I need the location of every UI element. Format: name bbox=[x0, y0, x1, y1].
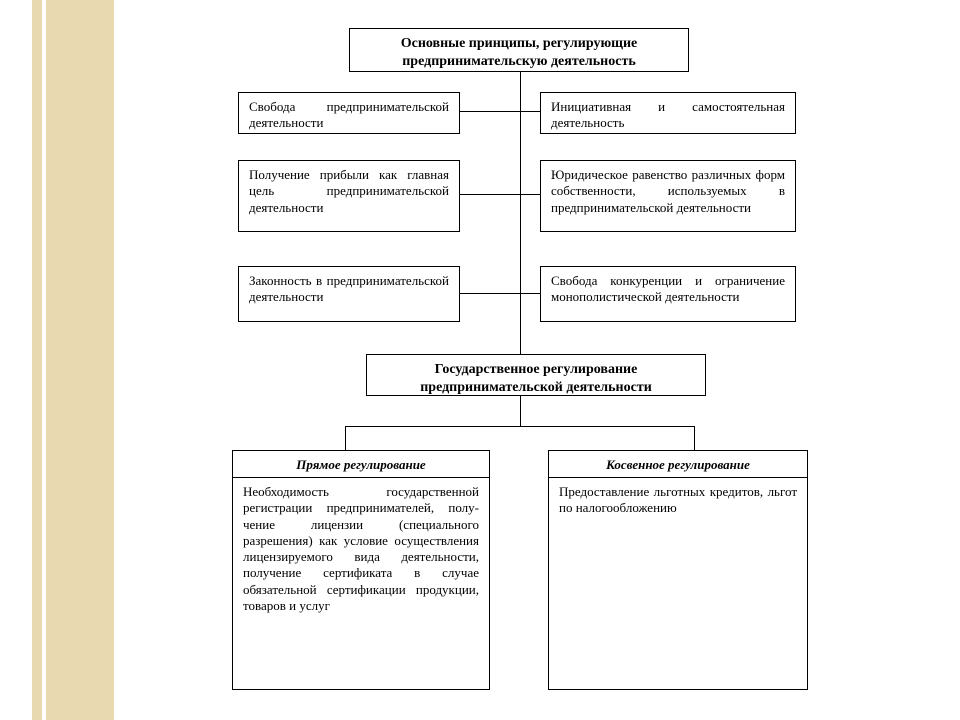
decor-strip-1 bbox=[32, 0, 42, 720]
connector-to-direct bbox=[345, 426, 346, 450]
decor-strip-2 bbox=[46, 0, 114, 720]
diagram-canvas: Основные принципы, регулирующие предприн… bbox=[0, 0, 960, 720]
title-box: Основные принципы, регулирующие предприн… bbox=[349, 28, 689, 72]
gov-regulation-box: Государственное регулирование предприним… bbox=[366, 354, 706, 396]
row-2-connector-left bbox=[460, 293, 520, 294]
direct-body: Необходимость государ­ственной регистрац… bbox=[232, 478, 490, 690]
row-0-left-box: Свобода предпринима­тельской деятельност… bbox=[238, 92, 460, 134]
indirect-header: Косвенное регулирование bbox=[548, 450, 808, 478]
connector-main-top bbox=[520, 72, 521, 390]
row-2-left-box: Законность в предпри­нимательской деятел… bbox=[238, 266, 460, 322]
row-2-right-box: Свобода конкуренции и огра­ничение моноп… bbox=[540, 266, 796, 322]
row-1-left-box: Получение прибыли как главная цель предп… bbox=[238, 160, 460, 232]
row-1-right-box: Юридическое равенство раз­личных форм со… bbox=[540, 160, 796, 232]
row-0-right-box: Инициативная и самостоя­тельная деятельн… bbox=[540, 92, 796, 134]
row-0-connector-left bbox=[460, 111, 520, 112]
direct-header: Прямое регулирование bbox=[232, 450, 490, 478]
connector-to-indirect bbox=[694, 426, 695, 450]
connector-h-split bbox=[345, 426, 694, 427]
indirect-body: Предоставление льготных кре­дитов, льгот… bbox=[548, 478, 808, 690]
row-1-connector-left bbox=[460, 194, 520, 195]
connector-main-bottom bbox=[520, 396, 521, 426]
